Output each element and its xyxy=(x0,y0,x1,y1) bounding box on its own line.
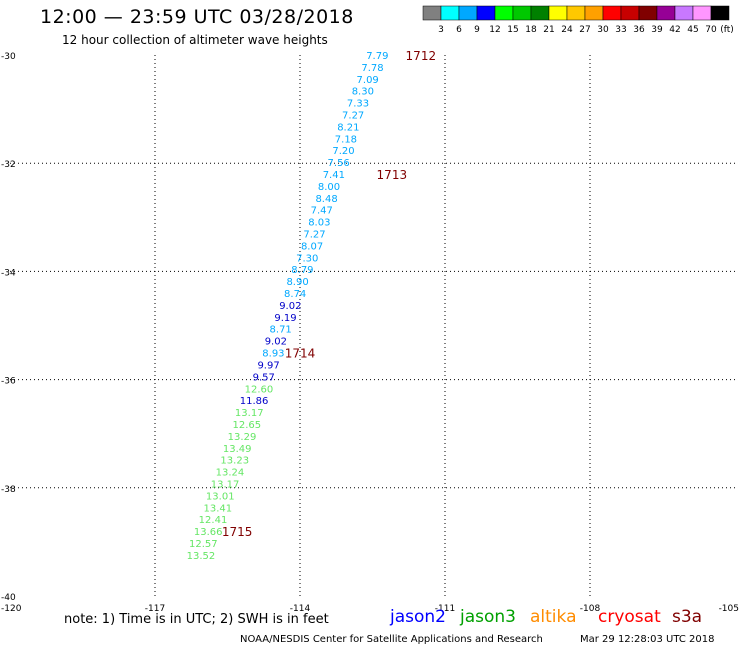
color-scale-label: 39 xyxy=(651,25,663,35)
color-swatch xyxy=(710,5,730,21)
wave-height-point: 13.17 xyxy=(211,479,240,490)
time-label: 1712 xyxy=(406,49,437,63)
legend-altika: altika xyxy=(530,607,577,627)
wave-height-point: 9.02 xyxy=(279,301,301,312)
chart-title: 12:00 — 23:59 UTC 03/28/2018 xyxy=(40,6,354,28)
wave-height-point: 8.79 xyxy=(291,265,313,276)
x-tick-label: -108 xyxy=(580,604,601,614)
wave-height-point: 13.23 xyxy=(220,456,249,467)
wave-height-point: 12.57 xyxy=(189,539,218,550)
color-scale-label: 27 xyxy=(579,25,590,35)
color-scale-label: 6 xyxy=(456,25,462,35)
color-scale-label: 3 xyxy=(438,25,444,35)
wave-height-point: 8.07 xyxy=(301,241,323,252)
wave-height-point: 9.02 xyxy=(265,337,287,348)
x-tick-label: -117 xyxy=(145,604,165,614)
chart-subtitle: 12 hour collection of altimeter wave hei… xyxy=(62,33,328,47)
wave-height-point: 9.97 xyxy=(257,360,279,371)
wave-height-point: 7.56 xyxy=(328,158,350,169)
color-scale-label: 21 xyxy=(543,25,554,35)
time-label: 1713 xyxy=(377,168,408,182)
wave-height-point: 7.09 xyxy=(357,75,379,86)
color-scale-label: 30 xyxy=(597,25,609,35)
wave-height-point: 13.29 xyxy=(228,432,257,443)
color-scale-label: 18 xyxy=(525,25,537,35)
wave-height-point: 7.78 xyxy=(361,63,383,74)
time-label: 1715 xyxy=(222,525,253,539)
color-scale-label: 36 xyxy=(633,25,645,35)
wave-height-point: 13.17 xyxy=(235,408,264,419)
wave-height-point: 8.00 xyxy=(318,182,340,193)
wave-height-point: 7.33 xyxy=(347,99,369,110)
wave-height-point: 7.27 xyxy=(303,230,325,241)
wave-height-point: 8.30 xyxy=(352,87,374,98)
wave-height-point: 13.01 xyxy=(206,491,235,502)
color-scale-label: (ft) xyxy=(720,25,734,35)
legend-jason2: jason2 xyxy=(390,607,446,627)
color-scale-label: 33 xyxy=(615,25,626,35)
y-tick-label: -32 xyxy=(1,160,16,170)
wave-height-point: 7.47 xyxy=(311,206,333,217)
wave-height-point: 8.93 xyxy=(262,349,284,360)
wave-height-point: 11.86 xyxy=(240,396,269,407)
wave-height-point: 7.18 xyxy=(335,134,357,145)
wave-height-point: 7.79 xyxy=(366,51,388,62)
units-note: note: 1) Time is in UTC; 2) SWH is in fe… xyxy=(64,612,329,627)
wave-height-point: 8.21 xyxy=(337,122,359,133)
x-tick-label: -120 xyxy=(1,604,22,614)
wave-height-point: 7.30 xyxy=(296,253,318,264)
color-scale-label: 70 xyxy=(705,25,717,35)
wave-height-point: 8.03 xyxy=(308,218,330,229)
grid xyxy=(10,55,735,596)
wave-height-point: 8.71 xyxy=(270,325,292,336)
wave-height-point: 12.41 xyxy=(199,515,228,526)
generated-timestamp: Mar 29 12:28:03 UTC 2018 xyxy=(580,634,715,645)
wave-height-point: 7.27 xyxy=(342,111,364,122)
wave-height-point: 13.49 xyxy=(223,444,252,455)
wave-height-point: 9.19 xyxy=(274,313,296,324)
wave-height-point: 13.24 xyxy=(216,468,245,479)
color-scale-label: 15 xyxy=(507,25,518,35)
wave-height-point: 12.60 xyxy=(245,384,274,395)
y-tick-label: -30 xyxy=(1,52,16,62)
wave-height-point: 7.41 xyxy=(323,170,345,181)
color-scale-label: 42 xyxy=(669,25,680,35)
x-tick-label: -114 xyxy=(290,604,311,614)
credit-line: NOAA/NESDIS Center for Satellite Applica… xyxy=(240,634,543,645)
y-tick-label: -36 xyxy=(1,377,16,387)
wave-height-point: 13.52 xyxy=(187,551,216,562)
wave-height-point: 13.66 xyxy=(194,527,223,538)
wave-height-point: 9.57 xyxy=(253,372,275,383)
wave-height-point: 7.20 xyxy=(332,146,354,157)
wave-height-point: 8.74 xyxy=(284,289,306,300)
wave-height-point: 12.65 xyxy=(233,420,262,431)
y-tick-label: -34 xyxy=(1,268,16,278)
legend-s3a: s3a xyxy=(672,607,703,627)
y-tick-label: -40 xyxy=(1,593,16,603)
wave-height-point: 8.90 xyxy=(286,277,308,288)
color-scale-label: 45 xyxy=(687,25,698,35)
x-tick-label: -105 xyxy=(719,604,739,614)
color-scale-label: 24 xyxy=(561,25,573,35)
time-label: 1714 xyxy=(285,347,316,361)
legend-cryosat: cryosat xyxy=(598,607,661,627)
wave-height-point: 13.41 xyxy=(204,503,233,514)
color-scale-label: 12 xyxy=(489,25,500,35)
color-scale-label: 9 xyxy=(474,25,480,35)
x-tick-label: -111 xyxy=(435,604,455,614)
y-tick-label: -38 xyxy=(1,485,16,495)
wave-height-point: 8.48 xyxy=(315,194,337,205)
color-scale-bar: 3 6 9 12 15 18 21 24 27 30 33 36 39 42 45 70 (ft) xyxy=(422,5,734,35)
legend-jason3: jason3 xyxy=(460,607,516,627)
